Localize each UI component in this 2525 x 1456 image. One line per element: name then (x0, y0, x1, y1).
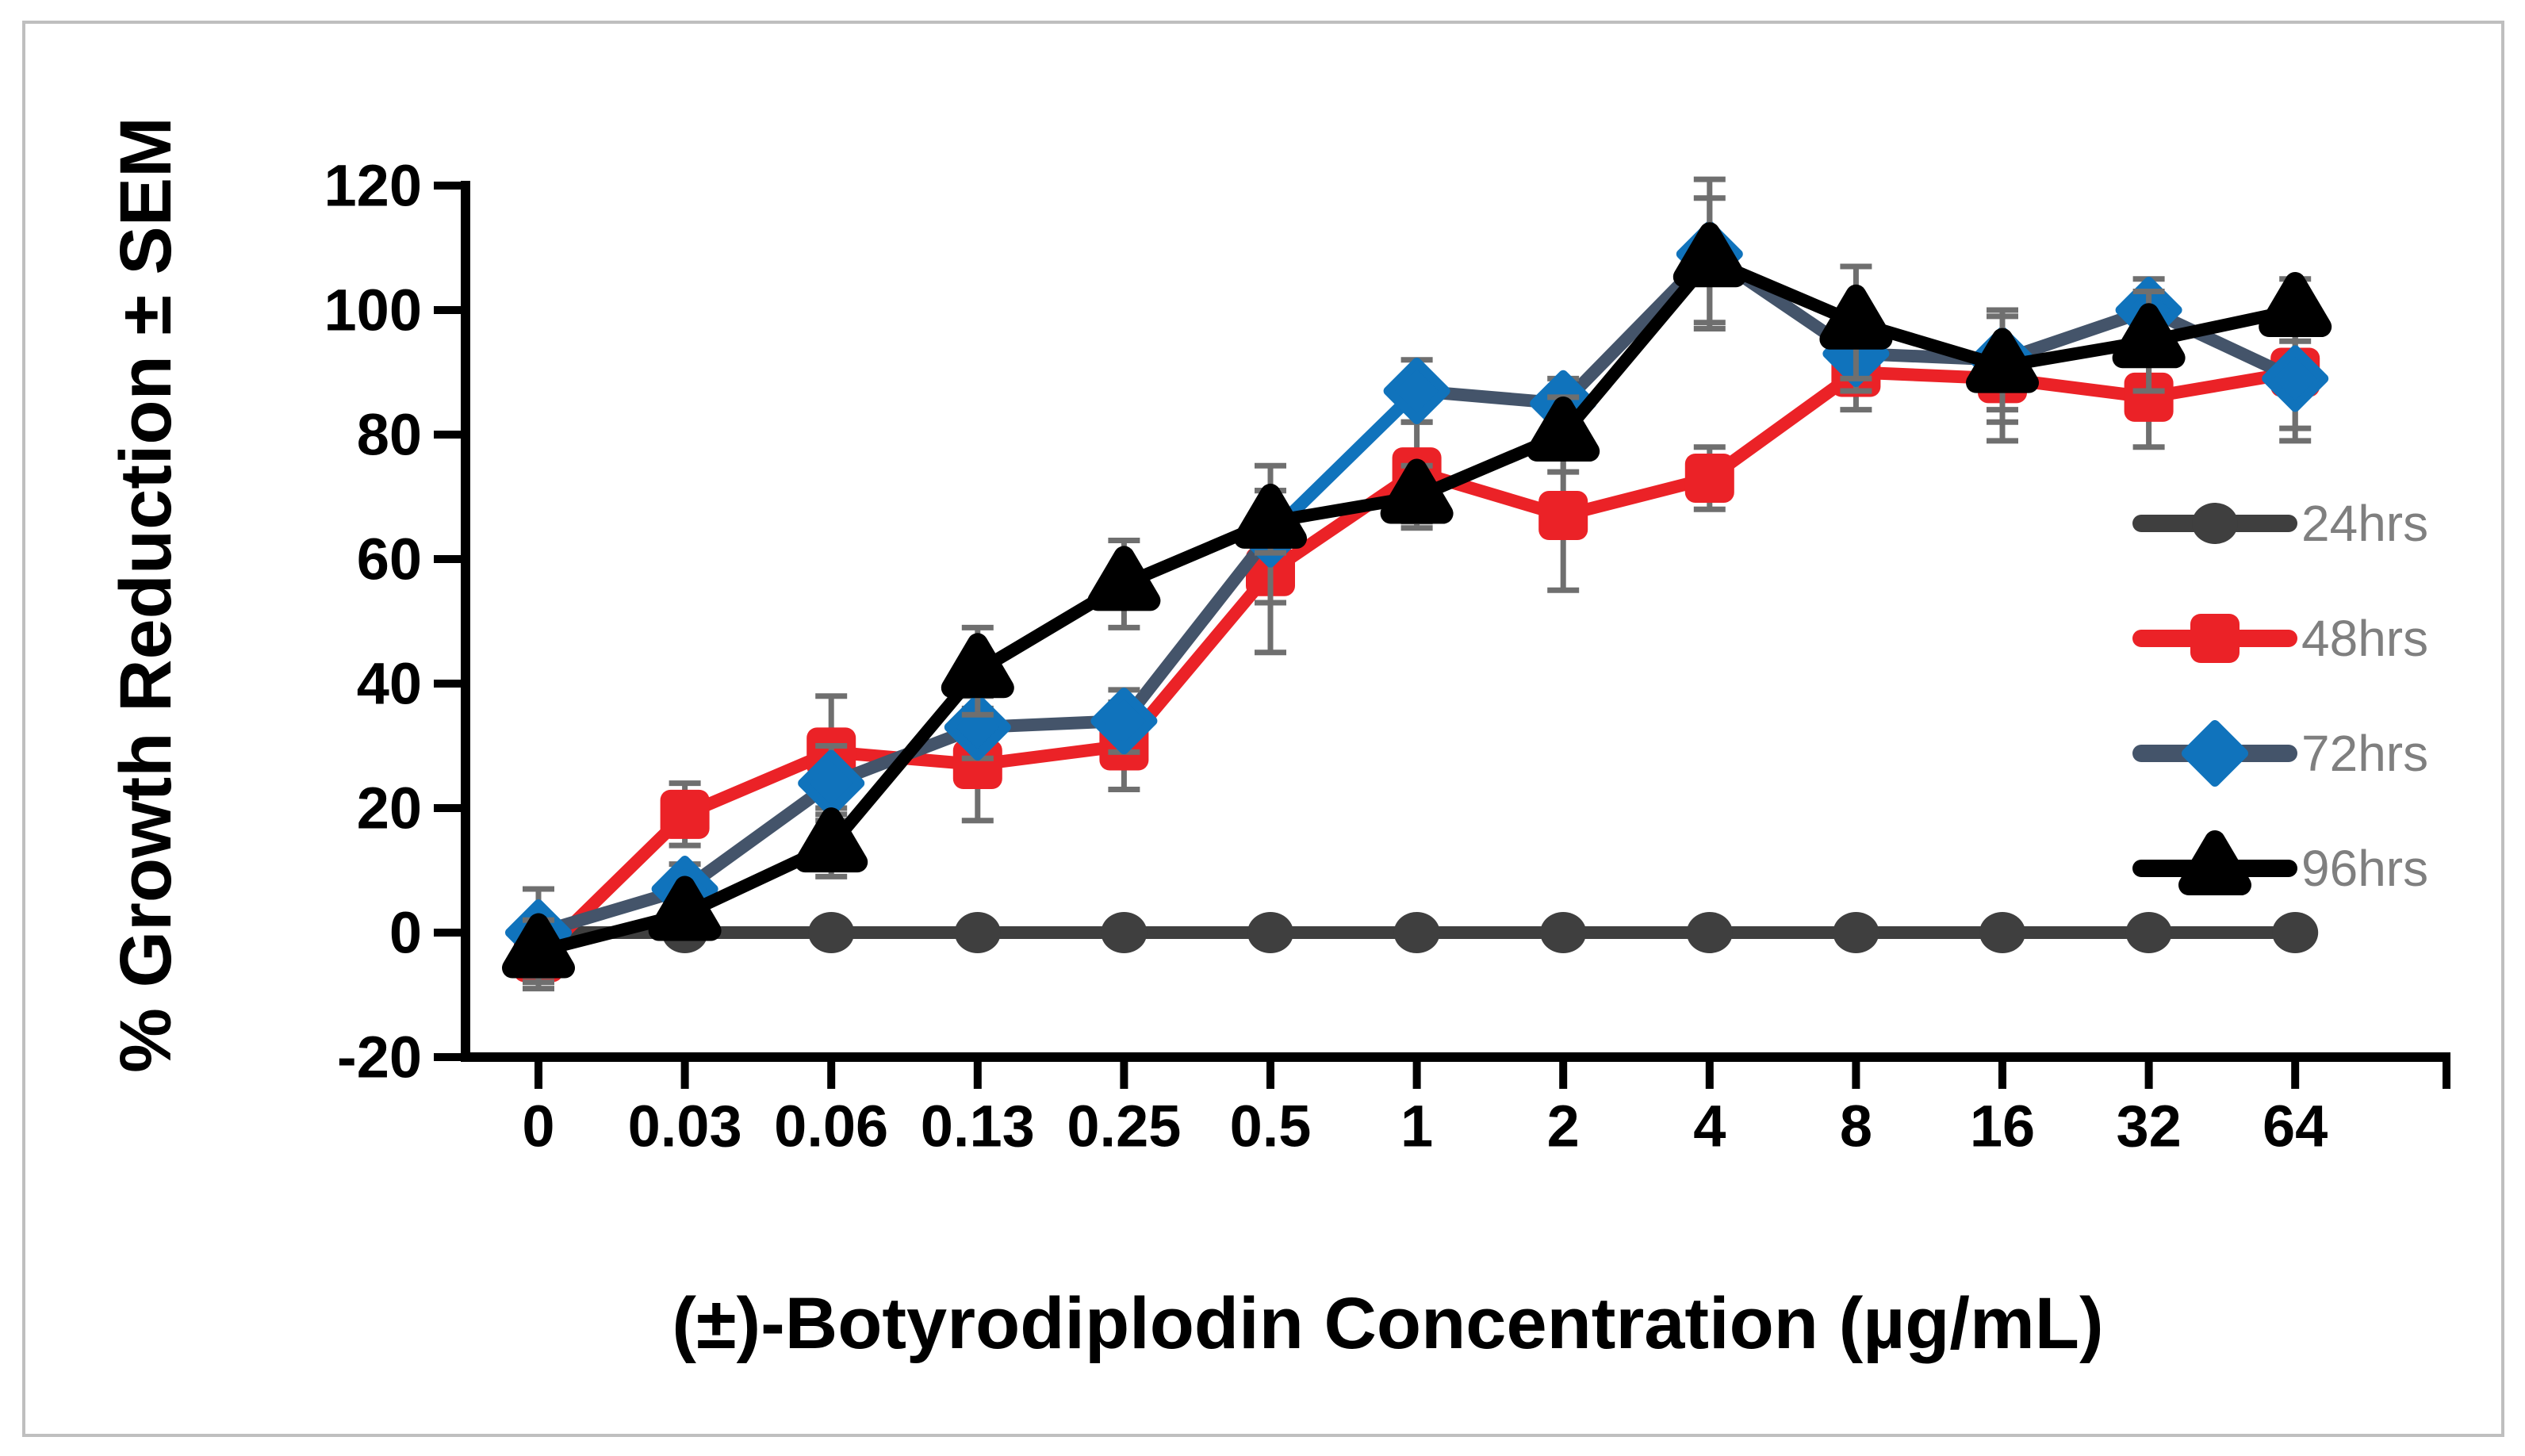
series-line-segment (1117, 527, 1277, 728)
x-tick-label: 0.06 (774, 1094, 888, 1159)
legend-label-24hrs: 24hrs (2301, 495, 2428, 552)
triangle-marker-96hrs (2259, 272, 2332, 337)
series-line-segment (678, 776, 838, 896)
series-line-segment (2142, 304, 2302, 385)
x-tick-label: 0.5 (1230, 1094, 1312, 1159)
y-tick-label: 80 (357, 402, 422, 468)
legend-label-48hrs: 48hrs (2301, 610, 2428, 667)
diamond-marker-72hrs (1383, 358, 1450, 425)
square-marker-48hrs (1684, 453, 1734, 503)
series-96hrs (502, 195, 2332, 986)
series-24hrs (515, 912, 2319, 953)
y-tick-label: 40 (357, 651, 422, 717)
x-tick-label: 0.13 (921, 1094, 1035, 1159)
y-tick-label: 100 (324, 278, 422, 343)
axes: 120 100 80 60 40 20 0 -20 0 0.03 0.06 0.13 0.25 0.5 1 2… (324, 153, 2450, 1159)
triangle-marker-96hrs (1527, 397, 1600, 462)
triangle-marker-96hrs (1234, 483, 1307, 549)
square-marker-48hrs (1538, 491, 1588, 541)
error-bars-72hrs (523, 176, 2312, 979)
triangle-marker-96hrs (941, 633, 1014, 699)
series-line-segment (1264, 466, 1423, 578)
circle-marker-24hrs (1979, 912, 2025, 953)
series-line-segment (1264, 385, 1423, 541)
triangle-marker-96hrs (1380, 458, 1454, 524)
square-marker-48hrs (2124, 372, 2174, 422)
legend-diamond-icon (2182, 720, 2248, 787)
x-tick-label: 0 (522, 1094, 554, 1159)
triangle-marker-96hrs (1819, 284, 1893, 350)
legend-label-72hrs: 72hrs (2301, 725, 2428, 782)
triangle-marker-96hrs (1087, 546, 1161, 611)
x-tick-label: 1 (1400, 1094, 1433, 1159)
legend-item-72hrs: 72hrs (2132, 720, 2428, 787)
circle-marker-24hrs (1101, 912, 1148, 953)
circle-marker-24hrs (1833, 912, 1879, 953)
legend-label-96hrs: 96hrs (2301, 840, 2428, 897)
circle-marker-24hrs (954, 912, 1001, 953)
legend: 24hrs 48hrs 72hrs 96hrs (2132, 495, 2428, 897)
figure-border (22, 21, 2504, 1437)
triangle-marker-96hrs (795, 807, 868, 873)
series-line-segment (825, 665, 984, 853)
circle-marker-24hrs (1540, 912, 1587, 953)
circle-marker-24hrs (1393, 912, 1440, 953)
circle-marker-24hrs (808, 912, 855, 953)
legend-item-96hrs: 96hrs (2132, 830, 2428, 897)
diamond-marker-72hrs (798, 749, 865, 817)
x-tick-label: 0.25 (1067, 1094, 1181, 1159)
diamond-marker-72hrs (2262, 345, 2329, 412)
x-tick-label: 4 (1693, 1094, 1726, 1159)
square-marker-48hrs (660, 789, 710, 839)
y-tick-label: 0 (389, 900, 422, 966)
circle-marker-24hrs (1686, 912, 1733, 953)
series-72hrs (505, 176, 2329, 979)
legend-square-icon (2190, 614, 2240, 663)
x-tick-label: 16 (1970, 1094, 2035, 1159)
legend-item-48hrs: 48hrs (2132, 610, 2428, 667)
x-tick-label: 32 (2116, 1094, 2181, 1159)
triangle-marker-96hrs (2112, 303, 2186, 369)
legend-triangle-icon (2178, 830, 2251, 895)
square-marker-48hrs (952, 740, 1002, 790)
legend-item-24hrs: 24hrs (2132, 495, 2428, 552)
legend-circle-icon (2192, 503, 2238, 544)
circle-marker-24hrs (2125, 912, 2172, 953)
triangle-marker-96hrs (502, 913, 575, 979)
x-axis-title: (±)-Botyrodiplodin Concentration (µg/mL) (672, 1283, 2103, 1364)
y-axis-title: % Growth Reduction ± SEM (105, 117, 186, 1073)
x-tick-label: 8 (1840, 1094, 1872, 1159)
diamond-marker-72hrs (1090, 688, 1158, 755)
triangle-marker-96hrs (1672, 222, 1746, 288)
circle-marker-24hrs (2272, 912, 2319, 953)
series-group (502, 176, 2332, 992)
series-line-segment (1703, 366, 1863, 485)
y-tick-label: -20 (337, 1025, 422, 1090)
y-tick-label: 60 (357, 527, 422, 592)
y-tick-label: 20 (357, 776, 422, 841)
x-tick-label: 0.03 (628, 1094, 742, 1159)
x-tick-label: 64 (2263, 1094, 2328, 1159)
x-tick-label: 2 (1547, 1094, 1580, 1159)
triangle-marker-96hrs (648, 876, 722, 941)
series-line-segment (1557, 254, 1716, 441)
triangle-marker-96hrs (1966, 328, 2039, 393)
circle-marker-24hrs (1247, 912, 1293, 953)
y-tick-label: 120 (324, 153, 422, 219)
